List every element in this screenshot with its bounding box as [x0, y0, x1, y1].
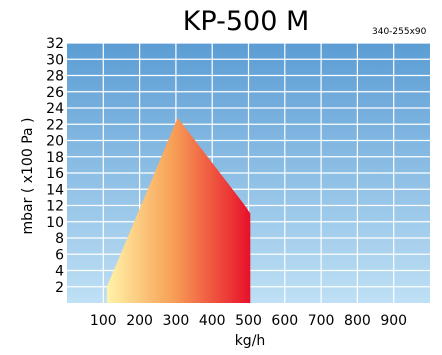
x-axis-label: kg/h: [235, 333, 266, 349]
y-tick-label: 8: [55, 231, 64, 247]
y-tick-label: 30: [46, 52, 64, 68]
y-tick-label: 20: [46, 134, 64, 150]
y-tick-label: 12: [46, 199, 64, 215]
x-tick-label: 200: [126, 313, 153, 329]
y-tick-label: 16: [46, 166, 64, 182]
y-tick-label: 22: [46, 117, 64, 133]
y-tick-label: 24: [46, 101, 64, 117]
y-tick-label: 6: [55, 247, 64, 263]
y-tick-label: 14: [46, 182, 64, 198]
x-tick-label: 600: [271, 313, 298, 329]
y-tick-label: 2: [55, 280, 64, 296]
x-tick-label: 300: [163, 313, 190, 329]
x-tick-label: 700: [308, 313, 335, 329]
chart-subtitle: 340-255x90: [372, 27, 427, 37]
y-tick-label: 18: [46, 150, 64, 166]
x-tick-label: 900: [380, 313, 407, 329]
y-tick-label: 28: [46, 69, 64, 85]
y-axis-label: mbar ( x100 Pa ): [20, 118, 36, 235]
y-tick-label: 32: [46, 36, 64, 52]
chart-title: KP-500 M: [183, 6, 310, 37]
x-axis-ticks: 100 200 300 400 500 600 700 800 900: [90, 313, 407, 329]
x-tick-label: 100: [90, 313, 117, 329]
y-tick-label: 4: [55, 264, 64, 280]
y-tick-label: 10: [46, 215, 64, 231]
y-tick-label: 26: [46, 85, 64, 101]
x-tick-label: 800: [344, 313, 371, 329]
series-area: [106, 117, 251, 303]
x-tick-label: 500: [235, 313, 262, 329]
x-tick-label: 400: [199, 313, 226, 329]
